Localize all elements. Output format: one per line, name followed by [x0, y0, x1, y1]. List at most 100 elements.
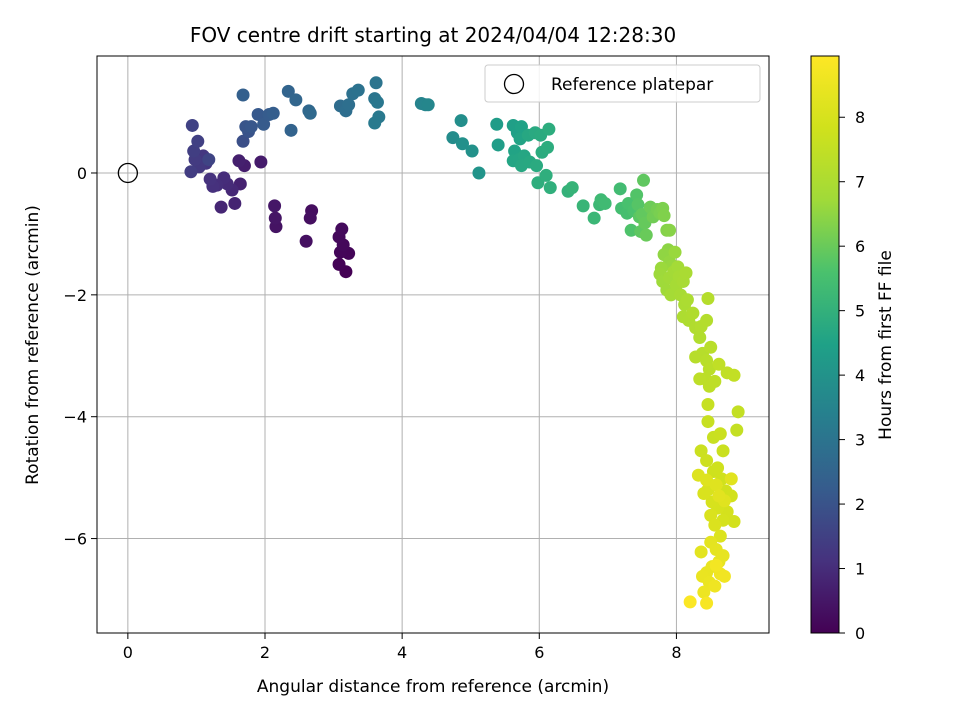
data-point	[454, 114, 468, 128]
data-point	[712, 489, 726, 503]
data-point	[214, 200, 228, 214]
colorbar-tick-label: 2	[855, 495, 865, 514]
data-point	[709, 478, 723, 492]
data-point	[472, 166, 486, 180]
y-tick-label: −4	[63, 408, 87, 427]
data-point	[700, 313, 714, 327]
data-point	[543, 181, 557, 195]
colorbar-gradient	[810, 55, 840, 634]
data-point	[254, 155, 268, 169]
data-point	[700, 454, 714, 468]
data-point	[421, 98, 435, 112]
data-point	[697, 486, 711, 500]
colorbar-tick-label: 8	[855, 108, 865, 127]
colorbar-tick-label: 1	[855, 560, 865, 579]
data-point	[664, 288, 678, 302]
data-point	[712, 357, 726, 371]
data-point	[724, 472, 738, 486]
data-point	[631, 198, 645, 212]
data-point	[184, 165, 198, 179]
data-point	[187, 144, 201, 158]
data-point	[303, 211, 317, 225]
colorbar-tick-label: 5	[855, 302, 865, 321]
data-point	[708, 579, 722, 593]
data-point	[694, 545, 708, 559]
data-point	[228, 196, 242, 210]
data-point	[711, 461, 725, 475]
data-point	[679, 266, 693, 280]
chart-title: FOV centre drift starting at 2024/04/04 …	[190, 23, 676, 47]
data-point	[708, 518, 722, 532]
y-axis-label: Rotation from reference (arcmin)	[23, 205, 43, 485]
data-point	[281, 84, 295, 98]
data-point	[689, 350, 703, 364]
colorbar-tick-label: 3	[855, 431, 865, 450]
x-tick-label: 6	[534, 643, 544, 662]
data-point	[727, 514, 741, 528]
data-point	[693, 372, 707, 386]
x-tick-label: 0	[123, 643, 133, 662]
data-point	[268, 211, 282, 225]
data-point	[598, 196, 612, 210]
y-tick-label: 0	[77, 164, 87, 183]
x-tick-label: 8	[671, 643, 681, 662]
data-point	[700, 596, 714, 610]
data-point	[668, 245, 682, 259]
data-point	[704, 508, 718, 522]
data-point	[257, 117, 271, 131]
x-axis-ticks: 0 2 4 6 8	[123, 633, 682, 662]
data-point	[663, 223, 677, 237]
data-point	[244, 120, 258, 134]
data-point	[541, 140, 555, 154]
data-point	[368, 116, 382, 130]
colorbar-label: Hours from first FF file	[876, 250, 896, 440]
colorbar-tick-label: 7	[855, 173, 865, 192]
reference-platepar-marker	[117, 162, 139, 184]
data-point	[704, 340, 718, 354]
data-point	[284, 123, 298, 137]
data-point	[716, 549, 730, 563]
x-tick-label: 4	[397, 643, 407, 662]
data-point	[236, 134, 250, 148]
colorbar: 0 1 2 3 4 5 6 7 8 Hours from first FF file	[810, 55, 896, 643]
data-point	[299, 234, 313, 248]
colorbar-tick-label: 4	[855, 366, 865, 385]
data-point	[587, 211, 601, 225]
data-point	[702, 362, 716, 376]
colorbar-ticks: 0 1 2 3 4 5 6 7 8	[839, 108, 865, 643]
data-point	[342, 98, 356, 112]
data-point	[491, 138, 505, 152]
data-point	[455, 137, 469, 151]
data-point	[713, 427, 727, 441]
data-point	[717, 569, 731, 583]
data-point	[203, 172, 217, 186]
data-point	[701, 415, 715, 429]
data-points	[184, 76, 745, 610]
data-point	[335, 222, 349, 236]
y-axis-ticks: −6 −4 −2 0	[63, 164, 97, 549]
data-point	[697, 585, 711, 599]
data-point	[701, 398, 715, 412]
data-point	[530, 159, 544, 173]
legend-box: Reference platepar	[484, 64, 761, 103]
data-point	[266, 106, 280, 120]
y-tick-label: −6	[63, 530, 87, 549]
data-point	[708, 374, 722, 388]
data-point	[232, 154, 246, 168]
x-tick-label: 2	[260, 643, 270, 662]
data-point	[716, 444, 730, 458]
data-point	[709, 558, 723, 572]
y-tick-label: −2	[63, 286, 87, 305]
data-point	[639, 228, 653, 242]
data-point	[351, 83, 365, 97]
data-point	[236, 88, 250, 102]
data-point	[613, 182, 627, 196]
colorbar-tick-label: 6	[855, 237, 865, 256]
data-point	[370, 95, 384, 109]
data-point	[191, 134, 205, 148]
data-point	[730, 423, 744, 437]
data-point	[542, 122, 556, 136]
data-point	[624, 223, 638, 237]
